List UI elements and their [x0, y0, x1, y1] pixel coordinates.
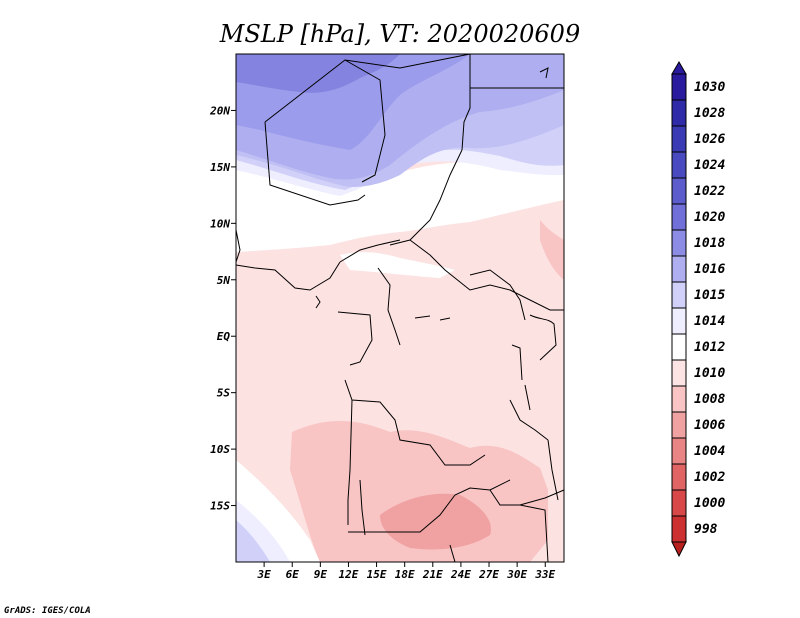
colorbar-swatch [671, 385, 687, 413]
colorbar-label: 1012 [694, 340, 725, 355]
colorbar-label: 1016 [694, 262, 725, 277]
lon-tick-label: 3E [256, 568, 271, 581]
colorbar-label: 1026 [694, 132, 725, 147]
lon-tick-label: 24E [450, 568, 471, 581]
fill-1006 [380, 493, 491, 550]
credit-label: GrADS: IGES/COLA [4, 606, 91, 616]
lon-tick-label: 27E [478, 568, 499, 581]
colorbar-swatch [671, 177, 687, 205]
colorbar-label: 1002 [694, 470, 725, 485]
lon-tick-label: 15E [367, 568, 387, 581]
colorbar-label: 1030 [694, 80, 725, 95]
colorbar-bottom-arrow [671, 541, 687, 558]
fill-1022-north [236, 54, 400, 93]
mslp-map: 20N 15N 10N 5N EQ 5S 10S 15S 3E 6E 9E 12E 15E 18E 21E… [209, 53, 565, 581]
fill-1015-sw [236, 520, 270, 562]
lat-tick-label: 5N [217, 274, 231, 287]
fill-1012-band [236, 160, 564, 252]
map-frame [235, 53, 565, 563]
colorbar-swatch [671, 229, 687, 257]
fill-1008-east [540, 220, 564, 280]
colorbar-label: 1020 [694, 210, 725, 225]
colorbar-label: 1024 [694, 158, 725, 173]
colorbar-label: 1028 [694, 106, 725, 121]
colorbar-swatch [671, 463, 687, 491]
lat-tick-label: 15S [210, 500, 230, 513]
colorbar-swatch [671, 307, 687, 335]
map-title: MSLP [hPa], VT: 2020020609 [219, 20, 580, 48]
colorbar-label: 1014 [694, 314, 725, 329]
colorbar-swatch [671, 73, 687, 101]
latitude-axis: 20N 15N 10N 5N EQ 5S 10S 15S [209, 104, 236, 513]
colorbar-swatch [671, 489, 687, 517]
colorbar-swatch [671, 437, 687, 465]
fill-1012-patches [340, 252, 455, 278]
lon-tick-label: 30E [506, 568, 527, 581]
lat-tick-label: EQ [217, 330, 231, 343]
colorbar-label: 1010 [694, 366, 725, 381]
lon-tick-label: 9E [314, 568, 328, 581]
colorbar-label: 1015 [694, 288, 725, 303]
colorbar-label: 1006 [694, 418, 725, 433]
colorbar-swatch [671, 99, 687, 127]
colorbar-label: 998 [694, 522, 718, 537]
colorbar-label: 1004 [694, 444, 725, 459]
colorbar-swatch [671, 333, 687, 361]
longitude-axis: 3E 6E 9E 12E 15E 18E 21E 24E 27E 30E 33E [256, 562, 556, 581]
colorbar: 1030 1028 1026 1024 1022 1020 1018 1016 1015 1014… [671, 61, 725, 558]
lon-tick-label: 12E [339, 568, 359, 581]
lat-tick-label: 5S [217, 387, 231, 400]
lat-tick-label: 15N [210, 161, 230, 174]
lat-tick-label: 20N [209, 104, 230, 117]
colorbar-swatch [671, 411, 687, 439]
colorbar-label: 1000 [694, 496, 725, 511]
colorbar-label: 1008 [694, 392, 725, 407]
colorbar-top-arrow [671, 61, 687, 75]
colorbar-swatch [671, 203, 687, 231]
mslp-fill [236, 54, 564, 562]
colorbar-swatch [671, 255, 687, 283]
lon-tick-label: 6E [286, 568, 300, 581]
country-borders [235, 53, 565, 563]
lon-tick-label: 18E [395, 568, 415, 581]
lon-tick-label: 21E [422, 568, 443, 581]
colorbar-swatch [671, 281, 687, 309]
lat-tick-label: 10N [210, 217, 230, 230]
colorbar-swatch [671, 151, 687, 179]
colorbar-label: 1022 [694, 184, 725, 199]
colorbar-swatch [671, 515, 687, 543]
lon-tick-label: 33E [534, 568, 555, 581]
colorbar-swatch [671, 359, 687, 387]
colorbar-label: 1018 [694, 236, 725, 251]
colorbar-swatch [671, 125, 687, 153]
lat-tick-label: 10S [210, 443, 230, 456]
